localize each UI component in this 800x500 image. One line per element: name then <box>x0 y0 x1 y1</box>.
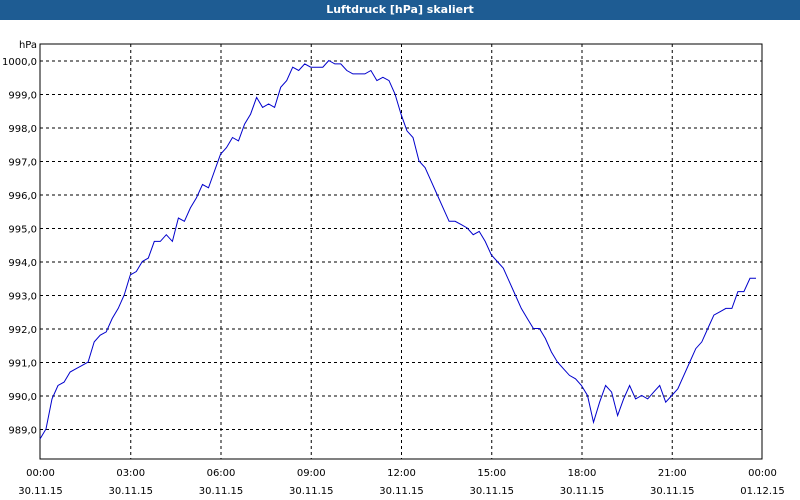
y-tick-label: 994,0 <box>8 258 37 269</box>
chart-title: Luftdruck [hPa] skaliert <box>0 0 800 20</box>
line-layer <box>39 59 756 440</box>
x-tick-date-label: 30.11.15 <box>289 486 334 497</box>
x-tick-date-label: 30.11.15 <box>108 486 153 497</box>
y-axis-unit-label: hPa <box>19 40 37 51</box>
y-tick-label: 990,0 <box>8 392 37 403</box>
y-tick-label: 989,0 <box>8 426 37 437</box>
y-tick-label: 1000,0 <box>2 57 37 68</box>
y-tick-label: 991,0 <box>8 359 37 370</box>
x-tick-time-label: 00:00 <box>748 468 777 479</box>
x-tick-date-label: 30.11.15 <box>650 486 695 497</box>
x-tick-time-label: 18:00 <box>568 468 597 479</box>
x-tick-date-label: 01.12.15 <box>740 486 785 497</box>
y-tick-label: 995,0 <box>8 225 37 236</box>
y-tick-label: 993,0 <box>8 292 37 303</box>
y-tick-label: 999,0 <box>8 91 37 102</box>
x-tick-time-label: 09:00 <box>297 468 326 479</box>
x-tick-date-label: 30.11.15 <box>18 486 63 497</box>
grid-layer <box>39 43 763 460</box>
x-tick-date-label: 30.11.15 <box>560 486 605 497</box>
x-tick-time-label: 15:00 <box>477 468 506 479</box>
x-tick-time-label: 21:00 <box>658 468 687 479</box>
line-chart: 989,0 990,0 991,0 992,0 993,0 994,0 995,0 996,0… <box>2 40 785 497</box>
x-tick-date-label: 30.11.15 <box>469 486 514 497</box>
x-tick-time-label: 06:00 <box>207 468 236 479</box>
x-tick-date-label: 30.11.15 <box>379 486 424 497</box>
y-tick-label: 998,0 <box>8 124 37 135</box>
x-tick-date-label: 30.11.15 <box>199 486 244 497</box>
y-tick-label: 992,0 <box>8 325 37 336</box>
x-tick-time-label: 03:00 <box>116 468 145 479</box>
x-tick-time-label: 00:00 <box>26 468 55 479</box>
y-tick-label: 996,0 <box>8 191 37 202</box>
series-line <box>39 59 756 440</box>
x-tick-time-label: 12:00 <box>387 468 416 479</box>
y-tick-label: 997,0 <box>8 158 37 169</box>
label-layer: 989,0 990,0 991,0 992,0 993,0 994,0 995,0 996,0… <box>2 40 785 497</box>
